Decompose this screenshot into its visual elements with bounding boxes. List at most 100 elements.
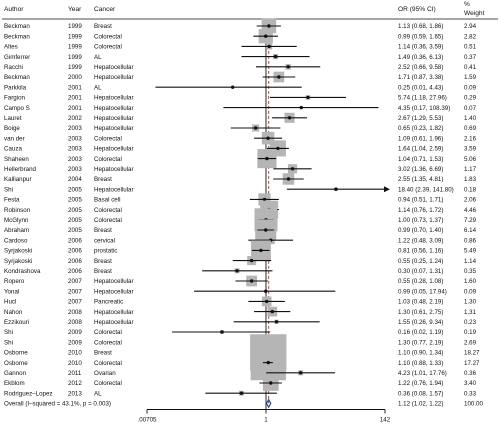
study-or-ci-label: 1.55 (0.26, 9.34) (398, 319, 443, 326)
study-author-label: Shi (4, 186, 13, 193)
study-or-ci-label: 1.09 (0.61, 1.96) (398, 135, 443, 142)
study-year-label: 2006 (68, 268, 82, 275)
study-cancer-label: AL (94, 390, 102, 397)
study-cancer-label: Colorectal (94, 329, 122, 336)
study-or-ci-label: 2.55 (1.35, 4.81) (398, 176, 443, 183)
study-or-ci-label: 0.65 (0.23, 1.82) (398, 125, 443, 132)
study-year-label: 2005 (68, 227, 82, 234)
study-weight-label: 2.94 (464, 23, 477, 30)
study-cancer-label: Hepatocellular (94, 319, 134, 326)
study-author-label: Parkkila (4, 84, 27, 91)
study-or-ci-label: 1.10 (0.90, 1.34) (398, 350, 443, 357)
study-point (267, 24, 271, 28)
x-axis-tick-label: 142 (380, 417, 391, 424)
study-year-label: 1999 (68, 23, 82, 30)
study-weight-label: 1.60 (464, 278, 477, 285)
study-weight-label: 0.36 (464, 370, 477, 377)
study-author-label: Shaheen (4, 156, 29, 163)
study-or-ci-label: 1.49 (0.36, 6.13) (398, 54, 443, 61)
study-cancer-label: AL (94, 84, 102, 91)
study-year-label: 2009 (68, 339, 82, 346)
study-or-ci-label: 0.30 (0.07, 1.31) (398, 268, 443, 275)
study-point (273, 54, 278, 59)
overall-or-ci-label: 1.12 (1.02, 1.22) (398, 401, 443, 408)
study-or-ci-label: 0.55 (0.25, 1.24) (398, 258, 443, 265)
study-weight-label: 0.37 (464, 54, 477, 61)
study-cancer-label: Breast (94, 350, 112, 357)
study-author-label: Cardoso (4, 237, 28, 244)
study-cancer-label: Breast (94, 23, 112, 30)
overall-diamond (265, 398, 272, 409)
study-or-ci-label: 0.36 (0.08, 1.57) (398, 390, 443, 397)
study-rows: Beckman 1999 Breast 1.13 (0.68, 1.86) 2.94 Be… (4, 18, 483, 410)
study-cancer-label: cervical (94, 237, 115, 244)
study-year-label: 2003 (68, 125, 82, 132)
header-weight-percent: % (464, 1, 470, 8)
study-author-label: Lauret (4, 115, 22, 122)
study-point (286, 177, 291, 181)
study-author-label: Rodriguez–Lopez (4, 390, 53, 397)
study-or-ci-label: 2.52 (0.66, 9.58) (398, 64, 443, 71)
study-author-label: Nahon (4, 309, 23, 316)
study-author-label: Boige (4, 125, 20, 132)
study-year-label: 2003 (68, 166, 82, 173)
study-year-label: 1999 (68, 54, 82, 61)
study-weight-label: 0.23 (464, 319, 477, 326)
study-point (287, 116, 292, 120)
study-cancer-label: Hepatocellular (94, 288, 134, 295)
study-cancer-label: Hepatocellular (94, 125, 134, 132)
study-year-label: 2004 (68, 176, 82, 183)
study-author-label: Racchi (4, 64, 23, 71)
header-year: Year (68, 6, 82, 13)
study-or-ci-label: 1.64 (1.04, 2.59) (398, 146, 443, 153)
study-point (266, 136, 270, 140)
study-author-label: Gimferrer (4, 54, 30, 61)
study-point (249, 258, 254, 263)
study-year-label: 2001 (68, 105, 82, 112)
study-or-ci-label: 1.14 (0.76, 1.72) (398, 207, 443, 214)
study-point (259, 248, 263, 253)
study-point (270, 309, 274, 314)
study-author-label: Osborne (4, 350, 28, 357)
study-cancer-label: Hepatocellular (94, 146, 134, 153)
study-weight-label: 2.82 (464, 33, 477, 40)
study-author-label: Altes (4, 44, 18, 51)
study-cancer-label: Hepatocellular (94, 186, 134, 193)
study-author-label: Fargion (4, 95, 26, 102)
study-weight-label: 0.07 (464, 105, 477, 112)
study-or-ci-label: 3.02 (1.36, 6.69) (398, 166, 443, 173)
study-point (267, 44, 271, 49)
study-year-label: 2006 (68, 258, 82, 265)
study-cancer-label: Colorectal (94, 207, 122, 214)
study-cancer-label: Colorectal (94, 380, 122, 387)
study-point (262, 197, 267, 202)
study-year-label: 1999 (68, 44, 82, 51)
study-or-ci-label: 1.30 (0.61, 2.75) (398, 309, 443, 316)
study-or-ci-label: 0.25 (0.01, 4.43) (398, 84, 443, 91)
study-author-label: Cauza (4, 146, 22, 153)
study-author-label: Ropero (4, 278, 25, 285)
study-weight-label: 1.14 (464, 258, 477, 265)
header-weight: Weight (464, 10, 485, 17)
study-year-label: 2007 (68, 278, 82, 285)
study-point (230, 85, 235, 89)
study-or-ci-label: 0.99 (0.70, 1.40) (398, 227, 443, 234)
study-or-ci-label: 18.40 (2.39, 141.80) (398, 186, 454, 193)
study-ci-arrow (383, 186, 390, 193)
study-weight-label: 18.27 (464, 350, 480, 357)
study-cancer-label: Basal cell (94, 197, 120, 204)
study-or-ci-label: 5.74 (1.18, 27.96) (398, 95, 447, 102)
study-author-label: Beckman (4, 23, 30, 30)
study-point (266, 360, 270, 365)
study-or-ci-label: 1.71 (0.87, 3.38) (398, 74, 443, 81)
study-cancer-label: Colorectal (94, 33, 122, 40)
study-author-label: van der (4, 135, 25, 142)
study-year-label: 2010 (68, 360, 82, 367)
study-point (269, 381, 273, 385)
study-author-label: Shi (4, 339, 13, 346)
study-point (264, 289, 268, 293)
study-cancer-label: Hepatocellular (94, 115, 134, 122)
overall-weight-label: 100.00 (464, 401, 483, 408)
study-point (277, 75, 281, 79)
study-year-label: 2005 (68, 207, 82, 214)
